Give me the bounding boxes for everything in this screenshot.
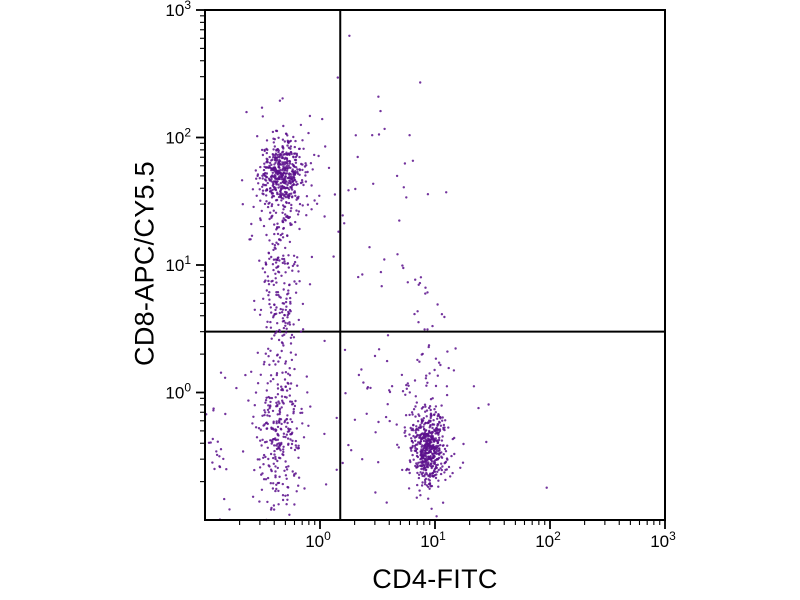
data-points xyxy=(205,34,548,522)
x-tick-label: 101 xyxy=(420,529,446,551)
x-axis-label: CD4-FITC xyxy=(372,564,498,594)
y-tick-label: 103 xyxy=(165,0,191,20)
plot-border xyxy=(204,9,666,521)
x-tick-label: 103 xyxy=(650,529,676,551)
x-tick-label: 102 xyxy=(535,529,561,551)
y-tick-label: 102 xyxy=(165,126,191,148)
y-axis-label: CD8-APC/CY5.5 xyxy=(129,161,160,366)
y-tick-label: 100 xyxy=(165,381,191,403)
x-tick-label: 100 xyxy=(305,529,331,551)
quadrant-gates xyxy=(205,10,665,520)
y-tick-label: 101 xyxy=(165,253,191,275)
